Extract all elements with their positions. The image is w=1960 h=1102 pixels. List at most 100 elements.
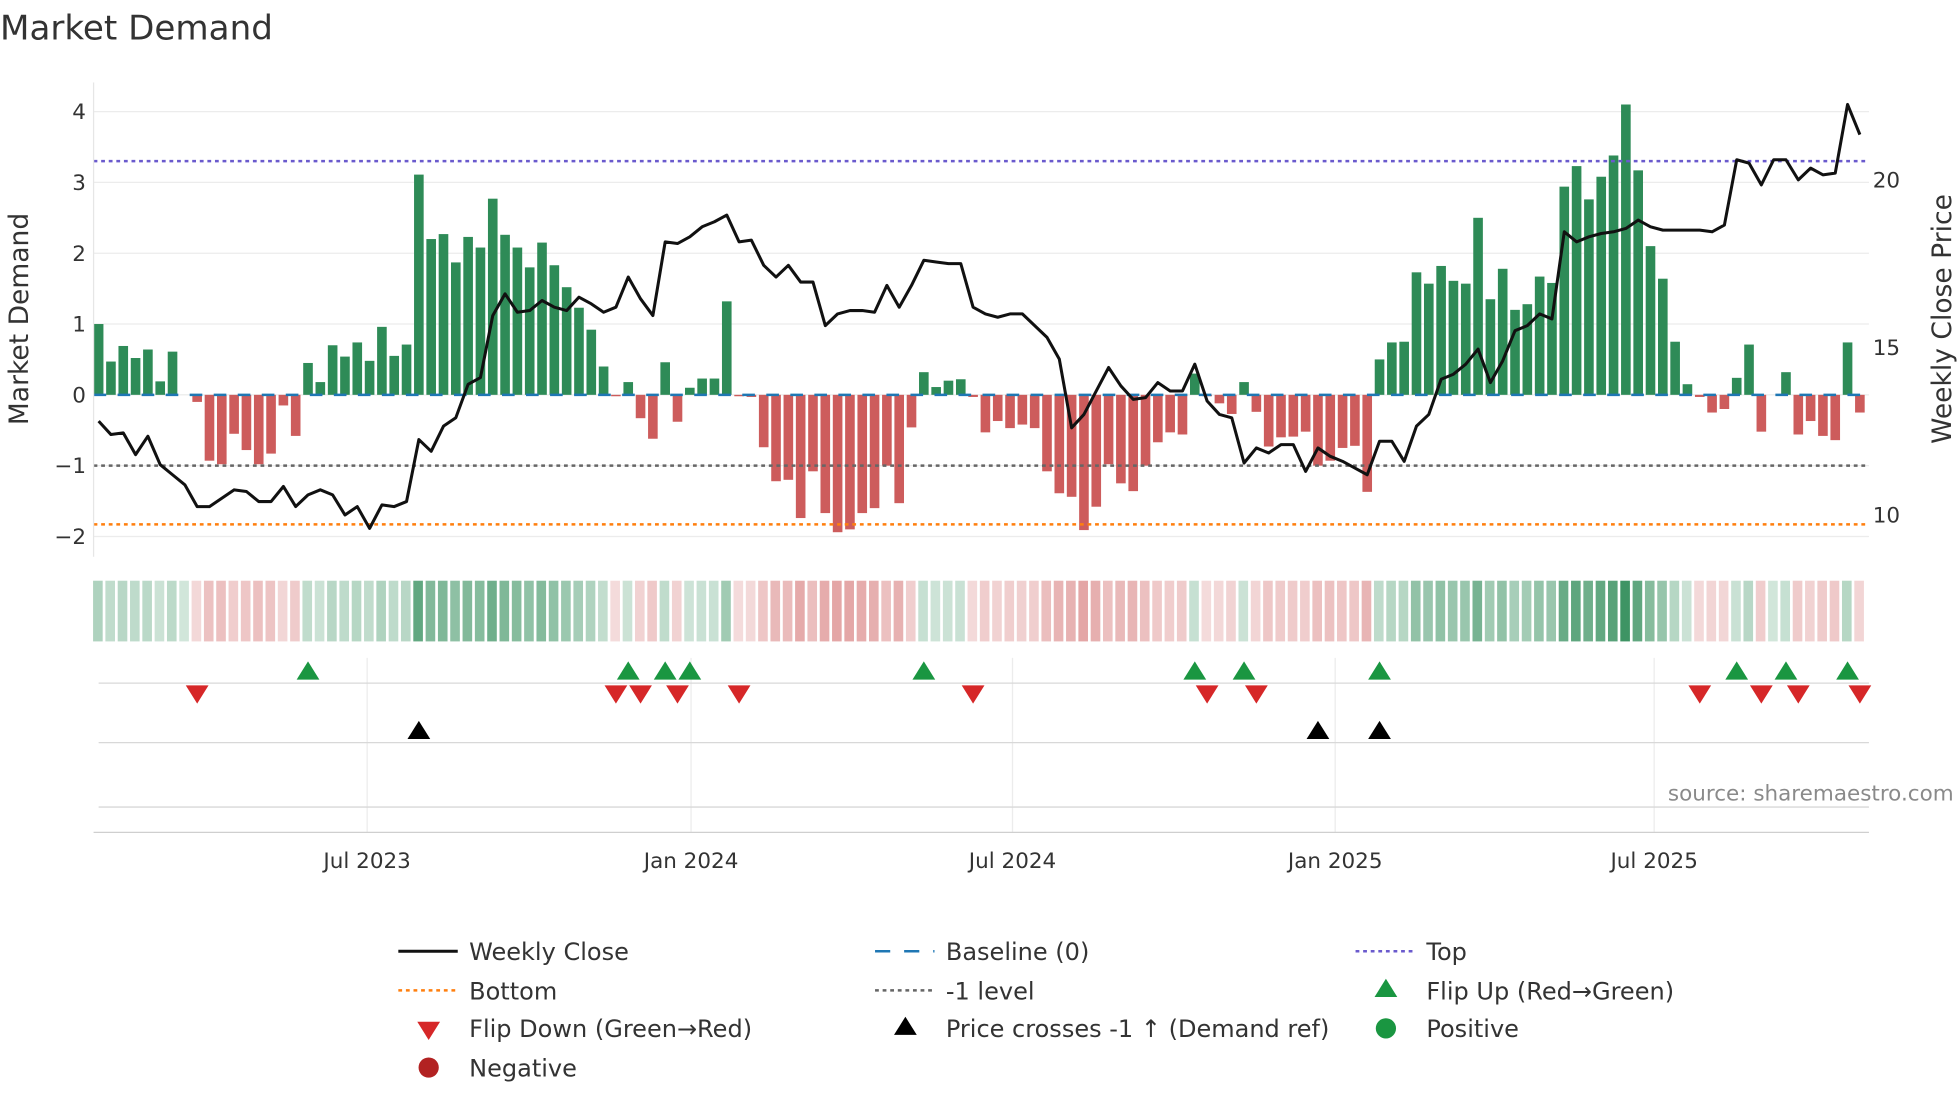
heat-cell	[1226, 580, 1236, 642]
heat-cell	[893, 580, 904, 642]
legend-pos-marker-label: Positive	[1426, 1015, 1519, 1043]
demand-bar	[832, 394, 843, 533]
demand-bar	[845, 394, 855, 530]
y2-tick-label: 10	[1873, 504, 1900, 529]
demand-bar	[500, 234, 510, 395]
heat-cell	[1460, 580, 1470, 642]
demand-bar	[1153, 394, 1163, 443]
legend-pos-marker-icon	[1375, 1018, 1397, 1039]
heat-cell	[437, 580, 448, 642]
heat-cell	[400, 580, 411, 642]
demand-bar	[955, 379, 966, 395]
heat-cell	[216, 580, 226, 642]
heat-cell	[647, 580, 657, 642]
y-tick-label: −1	[54, 454, 86, 479]
demand-bar	[586, 329, 597, 395]
demand-bar	[968, 394, 978, 397]
legend-flip-down-icon	[417, 1021, 441, 1040]
heat-cell	[1447, 580, 1458, 642]
demand-bar	[1079, 394, 1089, 531]
demand-bar	[290, 394, 301, 436]
heat-cell	[425, 580, 436, 642]
heat-cell	[462, 580, 473, 642]
heat-cell	[979, 580, 990, 642]
heat-cell	[1004, 580, 1015, 642]
flip-down-marker	[1786, 685, 1810, 704]
demand-bar	[241, 394, 252, 451]
heat-cell	[1694, 580, 1704, 642]
demand-bar	[1855, 394, 1865, 413]
demand-bar	[1325, 394, 1336, 461]
demand-bar	[1534, 276, 1545, 395]
flip-down-marker	[1749, 685, 1773, 704]
heat-cell	[1509, 580, 1520, 642]
heat-cell	[1041, 580, 1052, 642]
demand-bar	[1263, 394, 1274, 447]
demand-bar	[1694, 394, 1705, 397]
heat-cell	[1423, 580, 1433, 642]
heat-cell	[1718, 580, 1729, 642]
heat-cell	[1127, 580, 1138, 642]
heat-cell	[844, 580, 854, 642]
heat-cell	[1152, 580, 1162, 642]
demand-bar	[1337, 394, 1348, 448]
demand-bar	[906, 394, 917, 428]
heat-cell	[832, 580, 842, 642]
demand-bar	[1670, 341, 1680, 395]
flip-up-marker	[1836, 661, 1859, 680]
demand-bar	[438, 234, 449, 395]
heat-cell	[117, 580, 128, 642]
heat-cell	[376, 580, 386, 642]
heat-cell	[388, 580, 399, 642]
demand-bar	[1436, 265, 1446, 395]
demand-bar	[253, 394, 264, 465]
demand-bar	[882, 394, 892, 466]
demand-bar	[1091, 394, 1102, 507]
demand-bar	[1300, 394, 1311, 432]
demand-bar	[1029, 394, 1040, 429]
flip-down-marker	[1244, 685, 1268, 704]
heat-cell	[1078, 580, 1088, 642]
flip-up-marker	[653, 661, 677, 680]
heat-cell	[1029, 580, 1039, 642]
heat-cell	[1780, 580, 1791, 642]
heat-cell	[1669, 580, 1680, 642]
demand-bar	[660, 362, 670, 395]
heat-cell	[130, 580, 140, 642]
heat-cell	[1546, 580, 1557, 642]
heat-cell	[1792, 580, 1803, 642]
demand-bar	[463, 236, 473, 395]
demand-bar	[1682, 384, 1693, 395]
heat-cell	[856, 580, 867, 642]
heat-cell	[807, 580, 818, 642]
heat-cell	[1016, 580, 1027, 642]
heat-cell	[708, 580, 719, 642]
heat-cell	[1337, 580, 1347, 642]
heat-cell	[1558, 580, 1569, 642]
heat-cell	[203, 580, 214, 642]
flip-down-marker	[1848, 685, 1872, 704]
heat-cell	[992, 580, 1002, 642]
heat-cell	[1620, 580, 1630, 642]
heat-cell	[413, 580, 423, 642]
demand-bar	[1645, 246, 1656, 395]
demand-bar	[1288, 394, 1299, 437]
demand-bar	[1497, 268, 1508, 395]
heat-cell	[1361, 580, 1372, 642]
heat-cell	[1300, 580, 1310, 642]
flip-up-marker	[1368, 661, 1391, 680]
heat-cell	[1090, 580, 1101, 642]
flip-up-marker	[1725, 661, 1749, 680]
heat-cell	[918, 580, 928, 642]
demand-bar	[1793, 394, 1804, 435]
heat-cell	[1571, 580, 1581, 642]
demand-bar	[598, 366, 609, 395]
heat-cell	[327, 580, 337, 642]
heat-cell	[1657, 580, 1667, 642]
demand-bar	[820, 394, 831, 514]
demand-bar	[1103, 394, 1114, 465]
heat-cell	[770, 580, 781, 642]
heat-cell	[351, 580, 362, 642]
heat-cell	[721, 580, 731, 642]
